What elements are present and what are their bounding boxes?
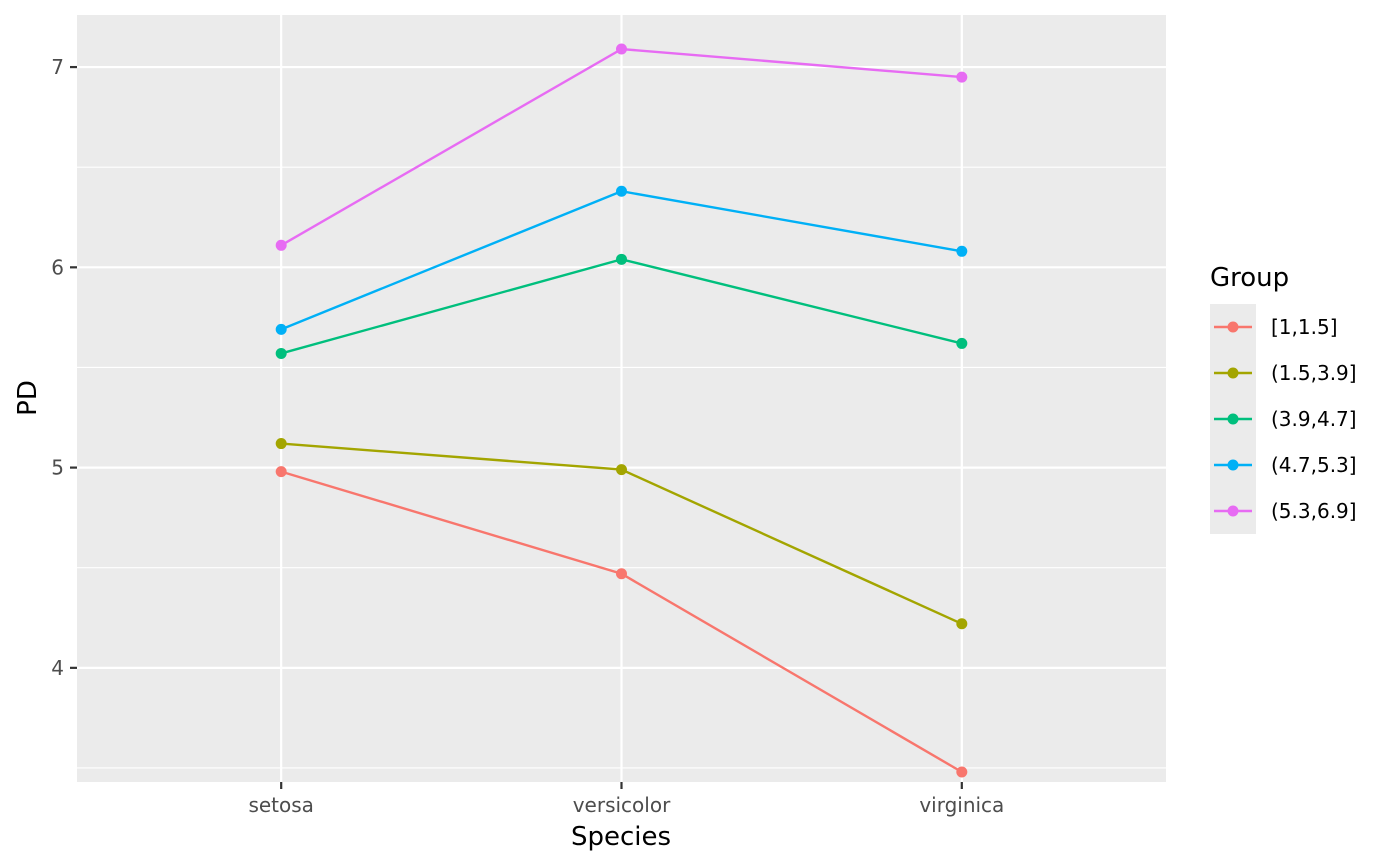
grid-lines	[77, 15, 1166, 782]
x-tick-label: setosa	[248, 793, 313, 817]
data-point	[616, 185, 627, 197]
legend: Group [1,1.5] (1.5,3.9] (3.9,4.7] (4.7,5.3]…	[1210, 263, 1357, 534]
y-tick-label: 6	[51, 255, 64, 279]
data-point	[275, 239, 287, 251]
data-point	[616, 43, 627, 55]
data-point	[616, 464, 627, 476]
legend-label: [1,1.5]	[1271, 315, 1338, 339]
x-axis-title: Species	[571, 822, 671, 852]
legend-key-point	[1227, 505, 1239, 517]
legend-key-point	[1227, 367, 1239, 379]
data-point	[275, 347, 287, 359]
data-point	[956, 337, 968, 349]
legend-label: (5.3,6.9]	[1271, 499, 1357, 523]
y-tick-label: 7	[51, 55, 64, 79]
series-layer	[275, 43, 968, 778]
legend-label: (1.5,3.9]	[1271, 361, 1357, 385]
legend-label: (3.9,4.7]	[1271, 407, 1357, 431]
data-point	[275, 438, 287, 450]
legend-key-point	[1227, 459, 1239, 471]
data-point	[616, 568, 627, 580]
data-point	[275, 466, 287, 478]
data-point	[275, 323, 287, 335]
data-point	[956, 766, 968, 778]
data-point	[616, 253, 627, 265]
data-point	[956, 71, 968, 83]
data-point	[956, 245, 968, 257]
legend-label: (4.7,5.3]	[1271, 453, 1357, 477]
axes: 4 5 6 7 setosa versicolor virginica	[51, 55, 1004, 817]
legend-key-point	[1227, 413, 1239, 425]
y-axis-title: PD	[13, 380, 43, 416]
legend-key-point	[1227, 321, 1239, 333]
x-tick-label: virginica	[919, 793, 1004, 817]
legend-title: Group	[1210, 263, 1289, 293]
y-tick-label: 5	[51, 456, 64, 480]
x-tick-label: versicolor	[573, 793, 671, 817]
y-tick-label: 4	[51, 656, 64, 680]
data-point	[956, 618, 968, 630]
